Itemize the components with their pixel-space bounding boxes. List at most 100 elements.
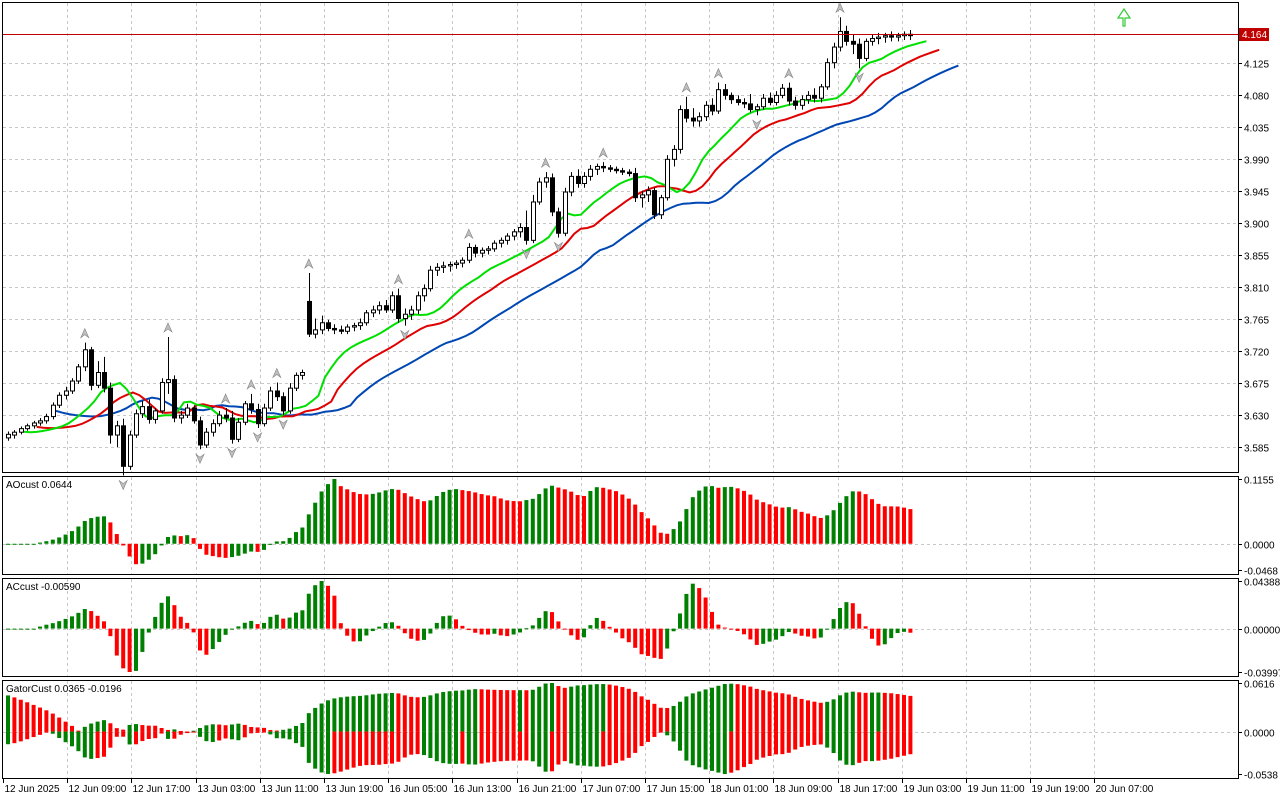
gator-upper-bar-down xyxy=(767,691,772,732)
gator-lower-bar-down xyxy=(364,731,369,766)
ao-bar-up xyxy=(370,493,375,544)
ao-bar-down xyxy=(345,489,350,544)
candle-bear xyxy=(198,420,203,446)
candle-bull xyxy=(761,97,766,108)
candle-bull xyxy=(505,235,510,241)
gator-upper-bar-down xyxy=(268,730,273,732)
price-tick-label: 3.900 xyxy=(1244,220,1269,231)
ac-bar-down xyxy=(255,624,260,629)
indicator-tick-label: 0.0616 xyxy=(1244,680,1275,691)
gator-upper-bar-down xyxy=(665,707,670,732)
gator-upper-bar-up xyxy=(338,697,343,732)
fractal-up-icon xyxy=(464,228,474,240)
gator-upper-bar-down xyxy=(25,702,30,732)
gator-upper-bar-down xyxy=(57,717,62,732)
gator-lower-bar-down xyxy=(518,731,522,761)
ac-bar-up xyxy=(364,628,369,636)
gator-upper-bar-up xyxy=(191,730,196,732)
gator-lower-bar-down xyxy=(396,731,401,762)
gator-lower-bar-up xyxy=(281,731,286,739)
gator-upper-bar-down xyxy=(486,689,490,732)
gator-upper-bar-down xyxy=(902,694,906,732)
gator-lower-bar-down xyxy=(486,731,490,763)
candle-bull xyxy=(358,322,363,327)
gator-lower-bar-down xyxy=(895,731,900,758)
ac-bar-down xyxy=(550,612,554,629)
ao-bar-up xyxy=(287,537,292,544)
gator-upper-bar-up xyxy=(428,695,433,732)
ac-bar-down xyxy=(607,626,612,629)
gator-upper-bar-down xyxy=(396,693,401,732)
ao-bar-down xyxy=(466,491,471,544)
gator-upper-bar-down xyxy=(524,690,529,732)
gator-lower-bar-up xyxy=(422,731,426,756)
candle-bull xyxy=(128,434,133,467)
gator-upper-bar-down xyxy=(178,730,183,732)
gator-upper-bar-down xyxy=(761,690,766,732)
gator-upper-bar-down xyxy=(50,713,55,732)
gator-upper-bar-down xyxy=(409,696,414,732)
gator-upper-bar-up xyxy=(236,723,241,732)
ac-bar-down xyxy=(652,628,657,658)
ao-bar-down xyxy=(889,506,894,544)
ao-bar-up xyxy=(428,500,433,544)
candle-bull xyxy=(544,177,549,183)
ac-bar-up xyxy=(774,628,778,640)
candle-bear xyxy=(121,425,126,467)
ao-bar-down xyxy=(134,543,138,565)
ao-bar-down xyxy=(658,532,663,544)
gator-lower-bar-up xyxy=(287,731,292,740)
gator-upper-bar-up xyxy=(588,684,593,732)
ac-bar-up xyxy=(223,628,228,635)
ao-bar-up xyxy=(390,489,394,544)
ac-bar-down xyxy=(614,628,618,633)
ac-bar-up xyxy=(492,628,497,634)
ac-bar-up xyxy=(210,628,215,650)
ac-bar-up xyxy=(6,628,10,630)
gator-upper-bar-down xyxy=(863,692,868,732)
gator-lower-bar-down xyxy=(345,731,350,770)
ac-bar-up xyxy=(530,625,535,629)
gator-lower-bar-up xyxy=(294,731,298,744)
gator-upper-bar-down xyxy=(735,684,740,732)
gator-lower-bar-down xyxy=(38,731,42,735)
gator-upper-bar-up xyxy=(716,685,721,732)
gator-upper-bar-down xyxy=(108,723,113,732)
ac-bar-down xyxy=(121,628,126,669)
candle-bull xyxy=(352,325,357,328)
gator-upper-bar-up xyxy=(825,701,830,732)
candle-bull xyxy=(409,309,414,315)
ao-bar-down xyxy=(255,543,260,552)
ao-bar-up xyxy=(6,543,10,545)
time-tick-label: 18 Jun 09:00 xyxy=(775,784,833,795)
gator-lower-bar-up xyxy=(831,731,836,754)
gator-lower-bar-down xyxy=(121,731,126,737)
candle-bear xyxy=(768,97,773,103)
ac-bar-up xyxy=(287,617,292,629)
gator-upper-bar-down xyxy=(658,707,663,732)
ao-bar-up xyxy=(434,495,439,544)
gator-lower-bar-down xyxy=(556,731,561,765)
candle-bull xyxy=(704,104,709,118)
indicator-tick-label: 0.1155 xyxy=(1244,476,1274,487)
gator-upper-bar-up xyxy=(345,696,350,732)
ac-bar-up xyxy=(582,628,586,638)
fractal-up-icon xyxy=(784,67,794,79)
ao-bar-down xyxy=(857,491,862,544)
ao-bar-down xyxy=(774,506,778,544)
gator-lower-bar-down xyxy=(812,731,817,745)
gator-upper-bar-down xyxy=(646,699,650,732)
gator-upper-bar-down xyxy=(505,690,510,732)
ac-bar-down xyxy=(729,628,734,630)
candle-bull xyxy=(12,431,17,436)
gator-upper-bar-up xyxy=(326,700,330,732)
candle-bear xyxy=(736,99,741,103)
price-tick-label: 3.675 xyxy=(1244,380,1269,391)
ao-bar-down xyxy=(895,506,900,544)
gator-upper-bar-down xyxy=(607,684,612,732)
candle-bear xyxy=(108,387,113,436)
ac-bar-up xyxy=(684,593,689,629)
gator-upper-bar-down xyxy=(780,693,785,732)
gator-lower-bar-up xyxy=(710,731,714,771)
